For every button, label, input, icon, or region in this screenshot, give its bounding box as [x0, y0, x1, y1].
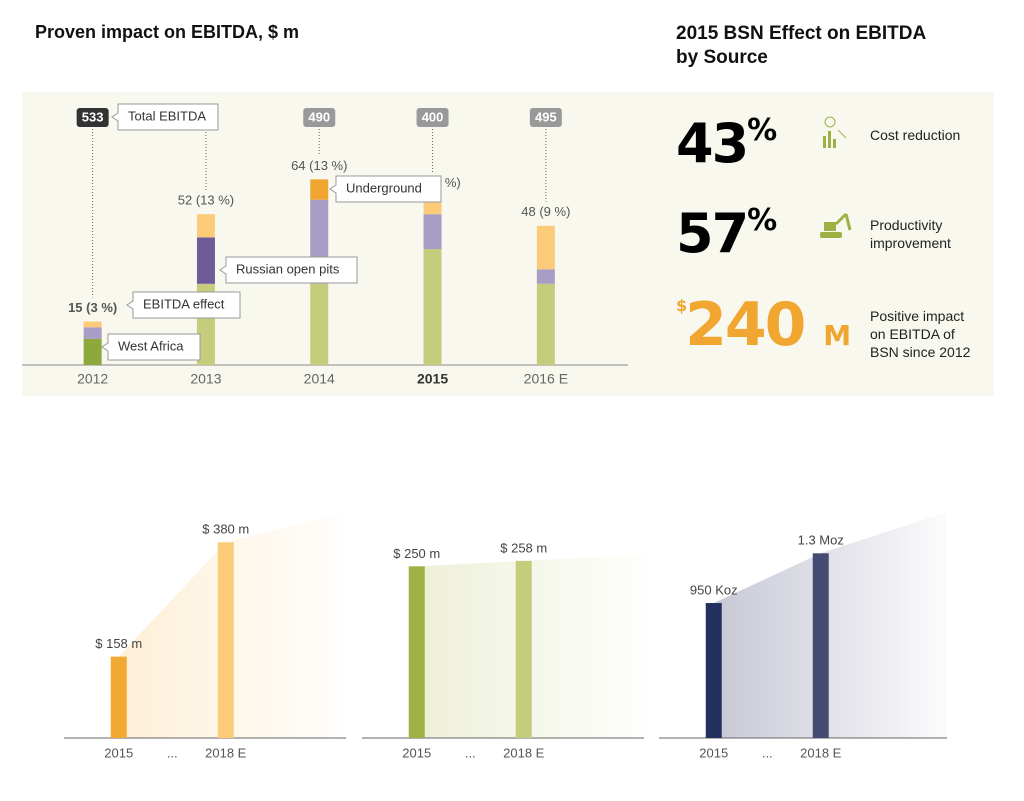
- chart-title: Proven impact on EBITDA, $ m: [35, 22, 300, 42]
- kpi-number: 43: [676, 112, 749, 175]
- x-tick-label: 2018 E: [800, 745, 842, 760]
- ebitda-total: 400: [422, 109, 444, 124]
- total-label: 48 (9 %): [521, 204, 570, 219]
- tooltip-text: Russian open pits: [236, 261, 340, 276]
- ebitda-total: 533: [82, 109, 104, 124]
- bar: [110, 656, 127, 738]
- x-tick-label: ...: [167, 745, 178, 760]
- tooltip-box: [126, 291, 241, 319]
- kpi: $240 M Positive impact on EBITDA of BSN …: [676, 290, 986, 360]
- bar: [705, 603, 722, 738]
- ebitda-box: [76, 108, 109, 127]
- bar-segment: [423, 214, 442, 249]
- x-tick-label: 2018 E: [503, 745, 545, 760]
- kpi-label: Productivity improvement: [870, 217, 951, 251]
- ebitda-box: [529, 108, 562, 127]
- panel-title: 2015 BSN Effect on EBITDA by Source: [676, 23, 926, 68]
- bar-segment: [83, 338, 102, 365]
- icon-cost: [823, 116, 847, 148]
- bar-segment: [423, 249, 442, 365]
- kpi-unit: M: [823, 319, 852, 352]
- trend-area: [713, 512, 947, 738]
- x-tick-label: ...: [762, 745, 773, 760]
- kpi-value: 57%: [676, 202, 777, 265]
- bar-segment: [310, 283, 329, 365]
- tooltip-box: [219, 256, 358, 284]
- kpi-label: Cost reduction: [870, 127, 961, 143]
- ebitda-box: [416, 108, 449, 127]
- ebitda-box: [303, 108, 336, 127]
- kpi-unit: %: [747, 113, 778, 148]
- bar-segment: [536, 225, 555, 270]
- ebitda-total: 490: [308, 109, 330, 124]
- x-tick-label: 2015: [699, 745, 728, 760]
- kpi: 57% Productivity improvement: [676, 202, 986, 265]
- tooltip-text: Total EBITDA: [128, 108, 206, 123]
- total-label: 52 (13 %): [178, 193, 234, 208]
- value-label: $ 380 m: [202, 522, 249, 537]
- x-tick-label: 2015: [104, 745, 133, 760]
- total-label: 64 (13 %): [291, 158, 347, 173]
- ebitda-total: 495: [535, 109, 557, 124]
- kpi-number: 57: [676, 202, 749, 265]
- value-label: 1.3 Moz: [798, 533, 844, 548]
- x-tick-label: ...: [465, 745, 476, 760]
- value-label: $ 250 m: [393, 546, 440, 561]
- bar-segment: [196, 214, 215, 238]
- bar-segment: [83, 327, 102, 339]
- kpi-label: Positive impact on EBITDA of BSN since 2…: [870, 308, 971, 360]
- bar-segment: [310, 179, 329, 200]
- kpi-prefix: $: [676, 296, 687, 315]
- value-label: 950 Koz: [690, 582, 738, 597]
- tooltip-text: West Africa: [118, 338, 184, 353]
- bar: [515, 560, 532, 738]
- tooltip-box: [101, 333, 201, 361]
- bar-segment: [196, 237, 215, 284]
- bar: [408, 566, 425, 738]
- total-label: 15 (3 %): [68, 300, 117, 315]
- tooltip-text: Underground: [346, 180, 422, 195]
- x-tick-label: 2016 E: [524, 371, 568, 387]
- kpi-unit: %: [747, 203, 778, 238]
- value-label: $ 258 m: [500, 540, 547, 555]
- tooltip-text: EBITDA effect: [143, 296, 225, 311]
- bar-segment: [536, 269, 555, 284]
- tooltip-box: [111, 103, 219, 131]
- tooltip-box: [329, 175, 442, 203]
- bar-segment: [83, 321, 102, 328]
- x-tick-label: 2015: [402, 745, 431, 760]
- kpi-value: $240 M: [676, 290, 851, 360]
- bar: [217, 542, 234, 738]
- x-tick-label: 2013: [190, 371, 221, 387]
- x-tick-label: 2012: [77, 371, 108, 387]
- value-label: $ 158 m: [95, 636, 142, 651]
- x-tick-label: 2014: [304, 371, 335, 387]
- icon-excavator: [820, 212, 852, 238]
- kpi-number: 240: [685, 290, 806, 360]
- bar-segment: [536, 283, 555, 365]
- kpi-value: 43%: [676, 112, 777, 175]
- x-tick-label: 2018 E: [205, 745, 247, 760]
- bar: [812, 553, 829, 738]
- x-tick-label: 2015: [417, 371, 448, 387]
- kpi: 43% Cost reduction: [676, 112, 986, 175]
